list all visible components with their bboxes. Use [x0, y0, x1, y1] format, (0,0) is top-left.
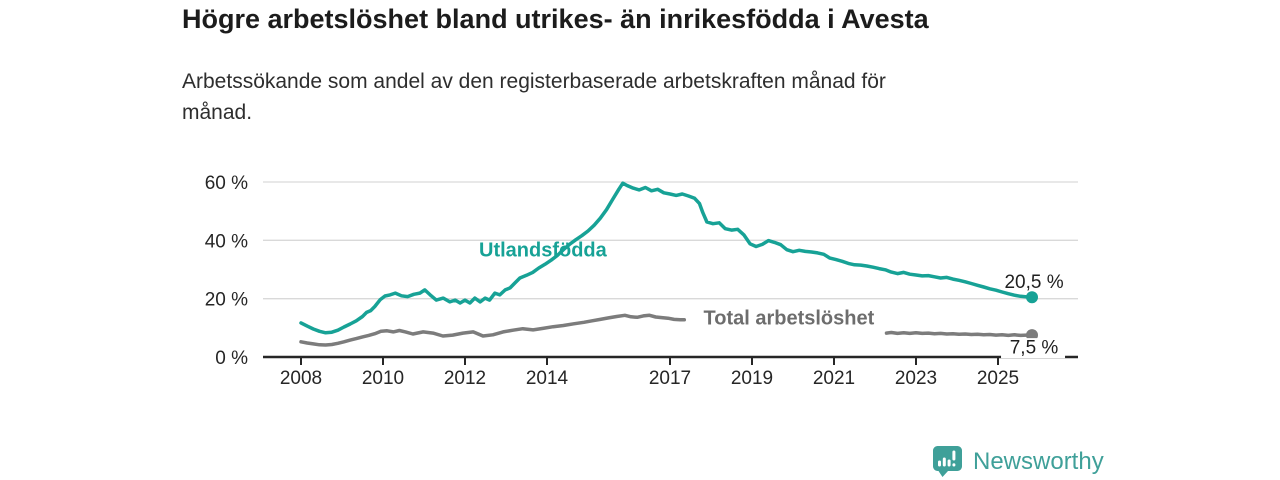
x-tick-label: 2021	[813, 368, 855, 389]
series-line-utlandsf-dda	[299, 181, 1034, 335]
end-value-label-utlandsf-dda: 20,5 %	[1004, 272, 1063, 293]
brand-wordmark: Newsworthy	[973, 447, 1104, 475]
x-tick-label: 2017	[649, 368, 691, 389]
series-end-dot-total-arbetsl-shet	[1026, 329, 1038, 342]
logo-bar-1	[938, 460, 941, 467]
y-tick-label: 0 %	[215, 348, 248, 369]
speech-bubble-shape	[933, 446, 962, 477]
logo-bar-3	[947, 459, 951, 467]
x-tick-label: 2019	[731, 368, 773, 389]
series-line-total-arbetsl-shet	[884, 330, 1034, 338]
y-tick-label: 40 %	[205, 231, 248, 252]
logo-exclamation-dot	[952, 463, 956, 467]
x-tick-label: 2012	[444, 368, 486, 389]
chart-subtitle-line2: månad.	[182, 101, 253, 124]
x-tick-label: 2014	[526, 368, 569, 389]
end-value-label-total-arbetsl-shet: 7,5 %	[1010, 338, 1059, 359]
chart-subtitle: Arbetssökande som andel av den registerb…	[182, 66, 886, 128]
newsworthy-bar-chart-bubble-icon	[933, 446, 962, 477]
series-label-utlandsf-dda: Utlandsfödda	[479, 239, 608, 261]
series-line-total-arbetsl-shet	[299, 313, 687, 347]
series-label-total-arbetsl-shet: Total arbetslöshet	[704, 307, 875, 329]
chart-title: Högre arbetslöshet bland utrikes- än inr…	[182, 4, 929, 34]
x-tick-label: 2025	[977, 368, 1019, 389]
y-tick-label: 20 %	[205, 290, 248, 311]
newsworthy-branding: Newsworthy	[932, 445, 1104, 478]
x-tick-label: 2010	[362, 368, 404, 389]
logo-exclamation-bar	[952, 450, 956, 461]
chart-subtitle-line1: Arbetssökande som andel av den registerb…	[182, 70, 886, 93]
x-tick-label: 2008	[280, 368, 322, 389]
x-tick-label: 2023	[895, 368, 937, 389]
y-tick-label: 60 %	[205, 173, 248, 194]
series-end-dot-utlandsf-dda	[1026, 291, 1038, 304]
end-label-background	[1001, 338, 1066, 359]
logo-bar-2	[942, 457, 946, 467]
